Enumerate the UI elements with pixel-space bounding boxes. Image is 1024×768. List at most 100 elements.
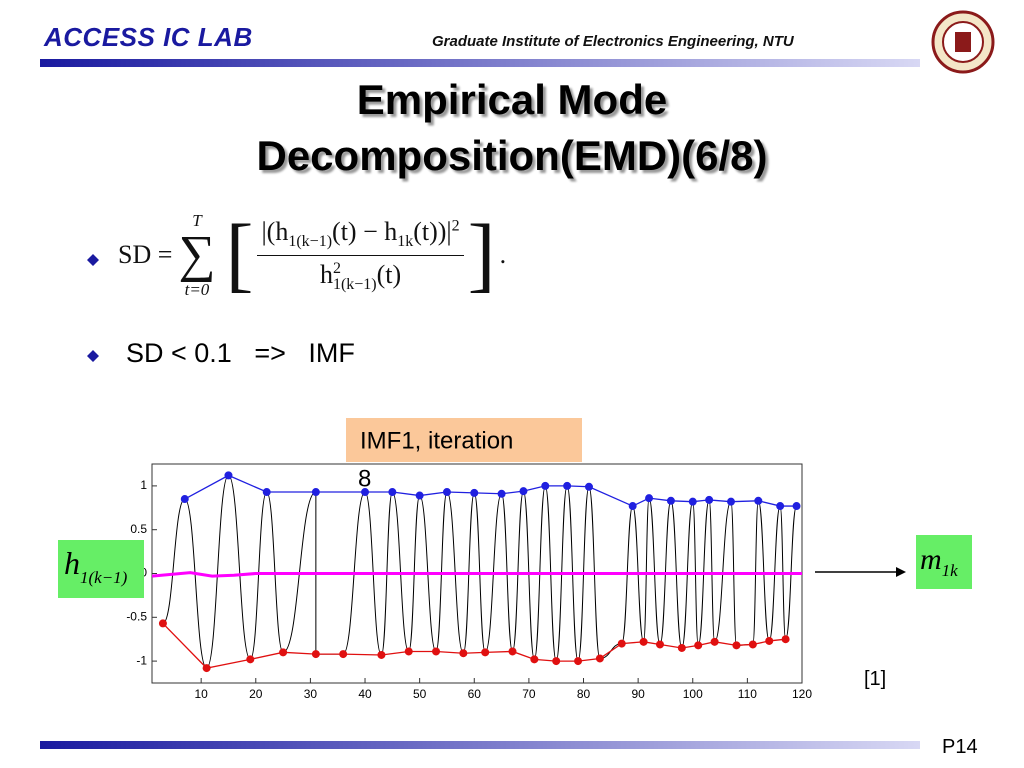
extremum-dot: [377, 650, 386, 659]
extremum-dot: [645, 494, 654, 503]
extremum-dot: [776, 502, 785, 511]
header-bar: [40, 59, 920, 67]
y-tick-label: -0.5: [126, 609, 147, 623]
x-tick-label: 10: [194, 687, 208, 701]
x-tick-label: 80: [577, 687, 591, 701]
extremum-dot: [530, 655, 539, 664]
extremum-dot: [765, 636, 774, 645]
y-tick-label: 1: [140, 478, 147, 492]
extremum-dot: [279, 648, 288, 657]
extremum-dot: [361, 488, 370, 497]
page-number: P14: [942, 736, 978, 758]
extremum-dot: [246, 655, 255, 664]
extremum-dot: [552, 657, 561, 666]
sub: 1(k−1): [288, 233, 333, 251]
extremum-dot: [459, 649, 468, 658]
y-tick-label: 0.5: [130, 522, 147, 536]
sub-sup: 2 1(k−1): [333, 261, 377, 293]
extremum-dot: [655, 640, 664, 649]
label-box: [346, 418, 582, 462]
term: (t) − h: [332, 216, 398, 246]
x-tick-label: 50: [413, 687, 427, 701]
term: (t))|: [413, 216, 452, 246]
extremum-dot: [470, 488, 479, 497]
x-tick-label: 30: [304, 687, 318, 701]
extremum-dot: [639, 637, 648, 646]
output-symbol: m1k: [920, 543, 958, 580]
denominator: h 2 1(k−1) (t): [320, 256, 401, 293]
sym-sub: 1k: [942, 561, 959, 580]
figure-label: IMF1, iteration: [360, 427, 513, 454]
sum-sign: ∑: [178, 226, 216, 283]
extremum-dot: [792, 502, 801, 511]
extremum-dot: [781, 635, 790, 644]
extremum-dot: [311, 650, 320, 659]
sym: m: [920, 543, 942, 576]
extremum-dot: [748, 640, 757, 649]
sup: 2: [451, 217, 460, 235]
iteration: 8: [358, 465, 371, 492]
extremum-dot: [224, 471, 233, 480]
signal: [162, 474, 798, 669]
title-line: Empirical Mode: [356, 76, 668, 123]
extremum-dot: [415, 491, 424, 500]
x-tick-label: 60: [468, 687, 482, 701]
extremum-dot: [666, 496, 675, 505]
x-tick-label: 120: [792, 687, 812, 701]
series-line: [151, 571, 802, 578]
x-tick-label: 20: [249, 687, 263, 701]
bullet-icon: [87, 350, 99, 362]
extremum-dot: [574, 657, 583, 666]
x-tick-label: 70: [522, 687, 536, 701]
extremum-dot: [541, 481, 550, 490]
extremum-dot: [732, 641, 741, 650]
x-tick-label: 40: [358, 687, 372, 701]
citation: [1]: [864, 668, 887, 690]
x-tick-label: 90: [631, 687, 645, 701]
sub: 1k: [397, 233, 414, 251]
sum: T ∑ t=0: [178, 212, 215, 298]
sym-sub: 1(k−1): [80, 568, 128, 587]
formula-lhs: SD =: [118, 240, 173, 269]
input-symbol: h1(k−1): [64, 545, 128, 587]
institute: Graduate Institute of Electronics Engine…: [432, 33, 794, 50]
extremum-dot: [262, 488, 271, 497]
extremum-dot: [584, 482, 593, 491]
extremum-dot: [754, 496, 763, 505]
extremum-dot: [694, 641, 703, 650]
sum-upper: T: [192, 211, 202, 230]
x-tick-label: 110: [738, 687, 757, 701]
extremum-dot: [404, 647, 413, 656]
fraction: |(h1(k−1)(t) − h1k(t))|2 h 2 1(k−1) (t): [257, 216, 464, 293]
term: (t): [376, 260, 402, 290]
footer-bar: [40, 741, 920, 749]
lab-name: ACCESS IC LAB: [44, 22, 253, 52]
extremum-dot: [442, 488, 451, 497]
sym: h: [64, 545, 80, 581]
extremum-dot: [497, 489, 506, 498]
extremum-dot: [677, 643, 686, 652]
input-box: [58, 540, 144, 598]
formula-end: .: [499, 240, 507, 269]
term: |(h: [261, 216, 289, 246]
bracket: [: [225, 208, 254, 301]
x-tick-label: 100: [683, 687, 703, 701]
extremum-dot: [481, 648, 490, 657]
bracket: ]: [467, 208, 496, 301]
output-box: [916, 535, 972, 589]
extremum-dot: [628, 502, 637, 511]
extremum-dot: [710, 637, 719, 646]
extremum-dot: [180, 495, 189, 504]
bullet-text: SD < 0.1 => IMF: [126, 338, 355, 368]
sub: 1(k−1): [332, 276, 377, 294]
sum-lower: t=0: [184, 280, 210, 299]
extremum-dot: [158, 619, 167, 628]
extremum-dot: [311, 488, 320, 497]
extremum-dot: [726, 497, 735, 506]
term: h: [319, 260, 333, 290]
extremum-dot: [595, 654, 604, 663]
formula: SD = T ∑ t=0 [ |(h1(k−1)(t) − h1k(t))|2 …: [118, 212, 506, 298]
